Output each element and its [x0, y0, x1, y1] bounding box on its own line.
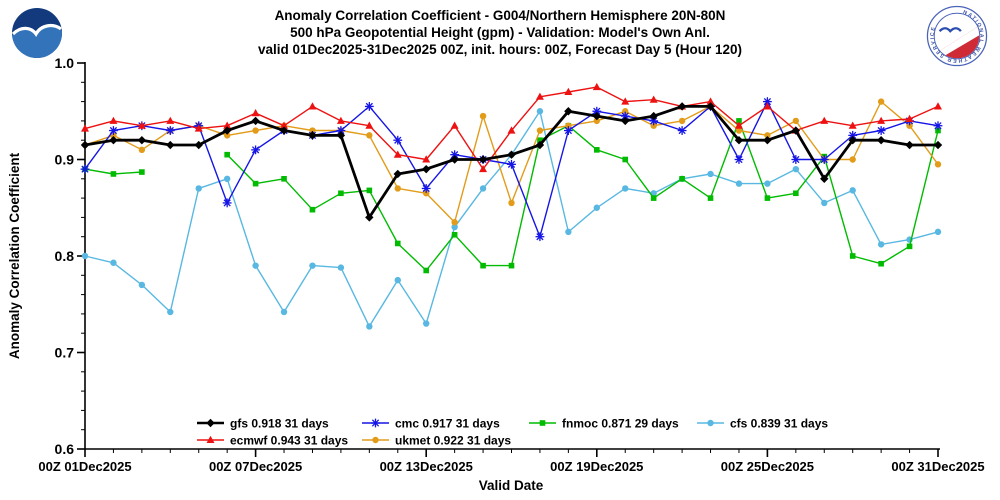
nws-logo: NATIONAL WEATHER SERVICE [926, 5, 988, 72]
legend-label-ecmwf: ecmwf 0.943 31 days [230, 434, 348, 448]
legend-label-gfs: gfs 0.918 31 days [230, 417, 329, 431]
x-tick-label: 00Z 07Dec2025 [209, 459, 302, 474]
legend-label-cfs: cfs 0.839 31 days [730, 417, 828, 431]
title-line-2: 500 hPa Geopotential Height (gpm) - Vali… [290, 25, 710, 40]
legend-entry-fnmoc: fnmoc 0.871 29 days [529, 417, 679, 431]
legend-entry-cmc: cmc 0.917 31 days [362, 417, 500, 431]
legend-entry-ukmet: ukmet 0.922 31 days [362, 434, 511, 448]
series-gfs [80, 102, 943, 222]
legend-label-ukmet: ukmet 0.922 31 days [395, 434, 511, 448]
y-tick-label: 0.7 [55, 345, 75, 361]
y-tick-label: 1.0 [55, 55, 75, 71]
x-tick-label: 00Z 31Dec2025 [891, 459, 984, 474]
x-tick-label: 00Z 19Dec2025 [550, 459, 643, 474]
axes [84, 62, 940, 450]
legend-entry-cfs: cfs 0.839 31 days [697, 417, 828, 431]
x-tick-label: 00Z 25Dec2025 [721, 459, 814, 474]
x-tick-label: 00Z 01Dec2025 [38, 459, 131, 474]
legend-entry-ecmwf: ecmwf 0.943 31 days [197, 434, 348, 448]
legend-entry-gfs: gfs 0.918 31 days [197, 417, 329, 431]
series-cfs [81, 108, 942, 330]
noaa-emblem-icon [12, 8, 62, 58]
legend: gfs 0.918 31 days cmc 0.917 31 days fnmoc … [197, 417, 828, 448]
y-axis-label: Anomaly Correlation Coefficient [7, 152, 22, 359]
noaa-logo [10, 6, 64, 65]
y-tick-label: 0.8 [55, 248, 75, 264]
chart-title-block: Anomaly Correlation Coefficient - G004/N… [0, 7, 1000, 58]
x-axis-label: Valid Date [479, 478, 544, 493]
nws-emblem-icon: NATIONAL WEATHER SERVICE [926, 5, 988, 67]
title-line-1: Anomaly Correlation Coefficient - G004/N… [274, 8, 726, 23]
y-axis-ticks: 1.0 0.9 0.8 0.7 0.6 [55, 55, 85, 457]
x-tick-label: 00Z 13Dec2025 [380, 459, 473, 474]
series-cmc [80, 97, 943, 242]
legend-label-fnmoc: fnmoc 0.871 29 days [562, 417, 679, 431]
series-fnmoc [82, 118, 941, 274]
y-tick-label: 0.6 [55, 441, 75, 457]
title-line-3: valid 01Dec2025-31Dec2025 00Z, init. hou… [258, 42, 742, 57]
x-axis-ticks: 00Z 01Dec2025 00Z 07Dec2025 00Z 13Dec2025 0… [38, 449, 985, 474]
y-tick-label: 0.9 [55, 152, 75, 168]
legend-label-cmc: cmc 0.917 31 days [395, 417, 500, 431]
